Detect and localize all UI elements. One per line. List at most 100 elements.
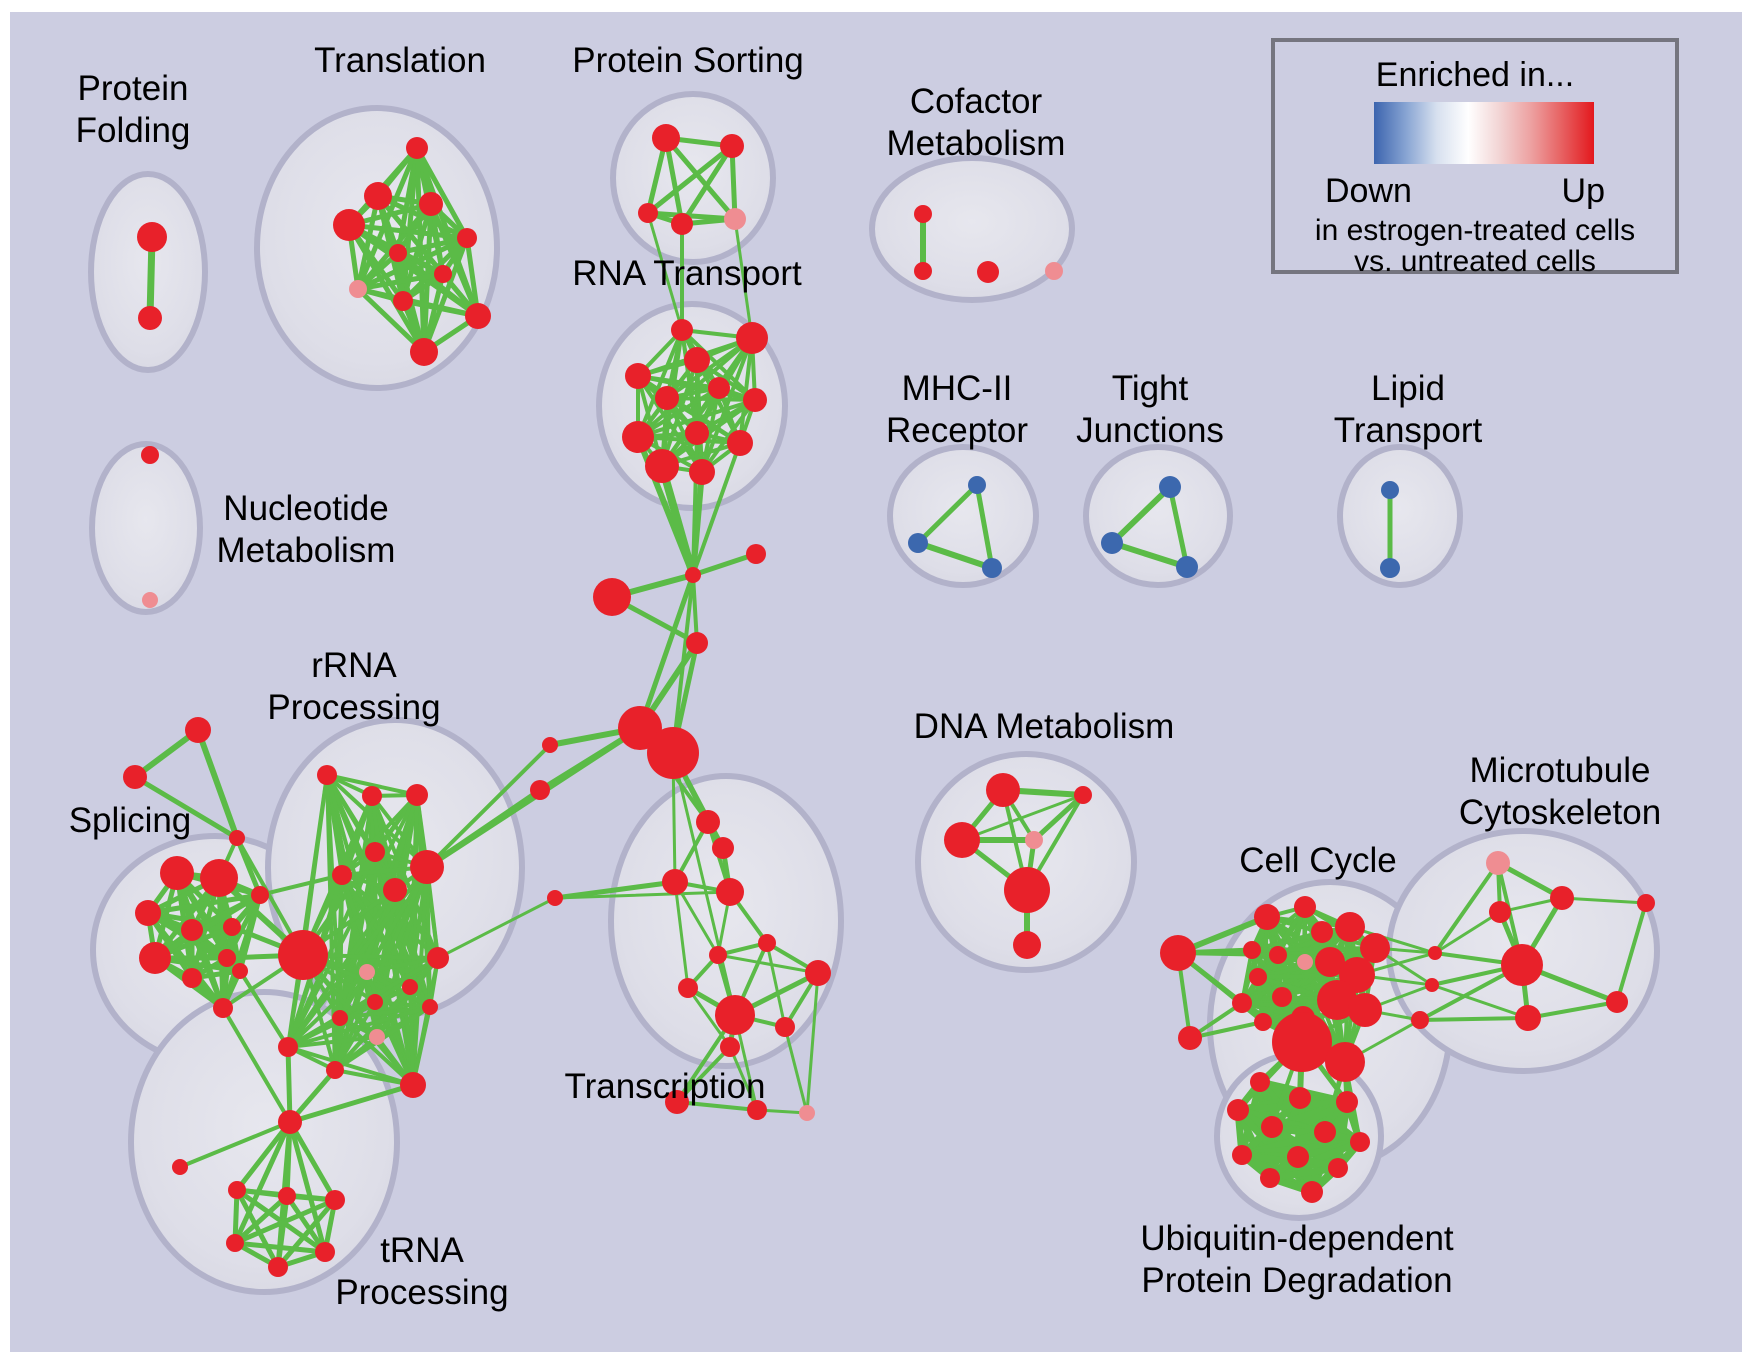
microtubule-cytoskeleton-node-0[interactable] <box>1486 851 1510 875</box>
bridges-node-0[interactable] <box>685 567 701 583</box>
rrna-processing-node-3[interactable] <box>365 842 385 862</box>
bridges-node-13[interactable] <box>1160 935 1196 971</box>
translation-node-0[interactable] <box>406 137 428 159</box>
microtubule-cytoskeleton-node-1[interactable] <box>1550 886 1574 910</box>
cell-cycle-node-5[interactable] <box>1243 941 1261 959</box>
rna-transport-node-7[interactable] <box>685 421 709 445</box>
tight-junctions-node-0[interactable] <box>1159 476 1181 498</box>
cofactor-metabolism-node-0[interactable] <box>914 205 932 223</box>
cell-cycle-node-1[interactable] <box>1294 896 1316 918</box>
translation-node-3[interactable] <box>333 209 365 241</box>
rrna-processing-node-10[interactable] <box>402 979 418 995</box>
cofactor-metabolism-node-3[interactable] <box>1045 262 1063 280</box>
rrna-processing-node-14[interactable] <box>369 1029 385 1045</box>
transcription-node-3[interactable] <box>716 878 744 906</box>
ubiquitin-degradation-node-7[interactable] <box>1232 1145 1252 1165</box>
nucleotide-metabolism-node-0[interactable] <box>141 446 159 464</box>
mhc-ii-receptor-node-2[interactable] <box>982 558 1002 578</box>
trna-processing-node-5[interactable] <box>315 1242 335 1262</box>
cell-cycle-node-17[interactable] <box>1272 1012 1332 1072</box>
trna-processing-node-2[interactable] <box>278 1187 296 1205</box>
rna-transport-node-5[interactable] <box>743 388 767 412</box>
rrna-processing-node-1[interactable] <box>362 786 382 806</box>
dna-metabolism-node-3[interactable] <box>1025 831 1043 849</box>
cell-cycle-node-18[interactable] <box>1325 1042 1365 1082</box>
rna-transport-node-6[interactable] <box>708 377 730 399</box>
dna-metabolism-node-0[interactable] <box>986 773 1020 807</box>
rrna-processing-node-0[interactable] <box>317 765 337 785</box>
bridges-node-8[interactable] <box>547 890 563 906</box>
translation-node-6[interactable] <box>434 265 452 283</box>
microtubule-cytoskeleton-node-4[interactable] <box>1606 991 1628 1013</box>
rrna-processing-node-13[interactable] <box>332 1010 348 1026</box>
rna-transport-node-4[interactable] <box>655 386 679 410</box>
cell-cycle-node-7[interactable] <box>1297 954 1313 970</box>
bridges-node-14[interactable] <box>1178 1026 1202 1050</box>
bridges-node-3[interactable] <box>686 632 708 654</box>
translation-node-9[interactable] <box>465 303 491 329</box>
bridges-node-12[interactable] <box>172 1159 188 1175</box>
rrna-processing-node-4[interactable] <box>332 865 352 885</box>
cell-cycle-node-3[interactable] <box>1335 912 1365 942</box>
rrna-processing-node-12[interactable] <box>422 999 438 1015</box>
cell-cycle-node-2[interactable] <box>1311 921 1333 943</box>
cell-cycle-node-13[interactable] <box>1254 1013 1272 1031</box>
tight-junctions-node-2[interactable] <box>1176 556 1198 578</box>
splicing-node-0[interactable] <box>160 856 194 890</box>
rrna-processing-node-15[interactable] <box>278 1037 298 1057</box>
rrna-processing-node-6[interactable] <box>410 850 444 884</box>
ubiquitin-degradation-node-1[interactable] <box>1289 1087 1311 1109</box>
lipid-transport-node-1[interactable] <box>1380 558 1400 578</box>
transcription-node-1[interactable] <box>712 837 734 859</box>
ubiquitin-degradation-node-6[interactable] <box>1350 1132 1370 1152</box>
ubiquitin-degradation-node-3[interactable] <box>1227 1099 1249 1121</box>
ubiquitin-degradation-node-4[interactable] <box>1261 1116 1283 1138</box>
translation-node-7[interactable] <box>349 280 367 298</box>
transcription-node-11[interactable] <box>665 1090 689 1114</box>
nucleotide-metabolism-node-1[interactable] <box>142 592 158 608</box>
bridges-node-6[interactable] <box>542 737 558 753</box>
trna-processing-node-0[interactable] <box>278 1110 302 1134</box>
splicing-node-2[interactable] <box>135 900 161 926</box>
ubiquitin-degradation-node-8[interactable] <box>1287 1146 1309 1168</box>
rrna-processing-node-11[interactable] <box>427 947 449 969</box>
cell-cycle-node-16[interactable] <box>1348 993 1382 1027</box>
bridges-node-1[interactable] <box>746 544 766 564</box>
bridges-node-5[interactable] <box>647 727 699 779</box>
protein-folding-node-1[interactable] <box>138 306 162 330</box>
rrna-processing-node-2[interactable] <box>406 784 428 806</box>
cell-cycle-node-4[interactable] <box>1360 933 1390 963</box>
ubiquitin-degradation-node-2[interactable] <box>1336 1091 1358 1113</box>
ubiquitin-degradation-node-0[interactable] <box>1250 1072 1270 1092</box>
cell-cycle-node-11[interactable] <box>1232 993 1252 1013</box>
cofactor-metabolism-node-1[interactable] <box>914 262 932 280</box>
rrna-processing-node-5[interactable] <box>383 878 407 902</box>
rna-transport-node-0[interactable] <box>671 319 693 341</box>
rrna-processing-node-9[interactable] <box>367 994 383 1010</box>
transcription-node-0[interactable] <box>696 810 720 834</box>
protein-sorting-node-4[interactable] <box>724 208 746 230</box>
rna-transport-node-3[interactable] <box>684 347 710 373</box>
splicing-node-6[interactable] <box>139 942 171 974</box>
cell-cycle-node-10[interactable] <box>1249 968 1267 986</box>
dna-metabolism-node-5[interactable] <box>1013 931 1041 959</box>
protein-sorting-node-0[interactable] <box>652 124 680 152</box>
lipid-transport-node-0[interactable] <box>1381 481 1399 499</box>
trna-processing-node-3[interactable] <box>325 1190 345 1210</box>
transcription-node-2[interactable] <box>662 869 688 895</box>
splicing-node-3[interactable] <box>181 919 203 941</box>
protein-sorting-node-3[interactable] <box>671 213 693 235</box>
dna-metabolism-node-4[interactable] <box>1004 867 1050 913</box>
cell-cycle-node-12[interactable] <box>1272 987 1292 1007</box>
microtubule-cytoskeleton-node-5[interactable] <box>1515 1005 1541 1031</box>
protein-sorting-node-1[interactable] <box>720 134 744 158</box>
microtubule-cytoskeleton-node-3[interactable] <box>1501 944 1543 986</box>
protein-sorting-node-2[interactable] <box>638 203 658 223</box>
splicing-node-5[interactable] <box>251 886 269 904</box>
cell-cycle-node-15[interactable] <box>1317 980 1357 1020</box>
ubiquitin-degradation-node-9[interactable] <box>1328 1158 1348 1178</box>
cofactor-metabolism-node-2[interactable] <box>977 261 999 283</box>
translation-node-8[interactable] <box>393 291 413 311</box>
translation-node-10[interactable] <box>410 338 438 366</box>
bridges-node-11[interactable] <box>229 830 245 846</box>
